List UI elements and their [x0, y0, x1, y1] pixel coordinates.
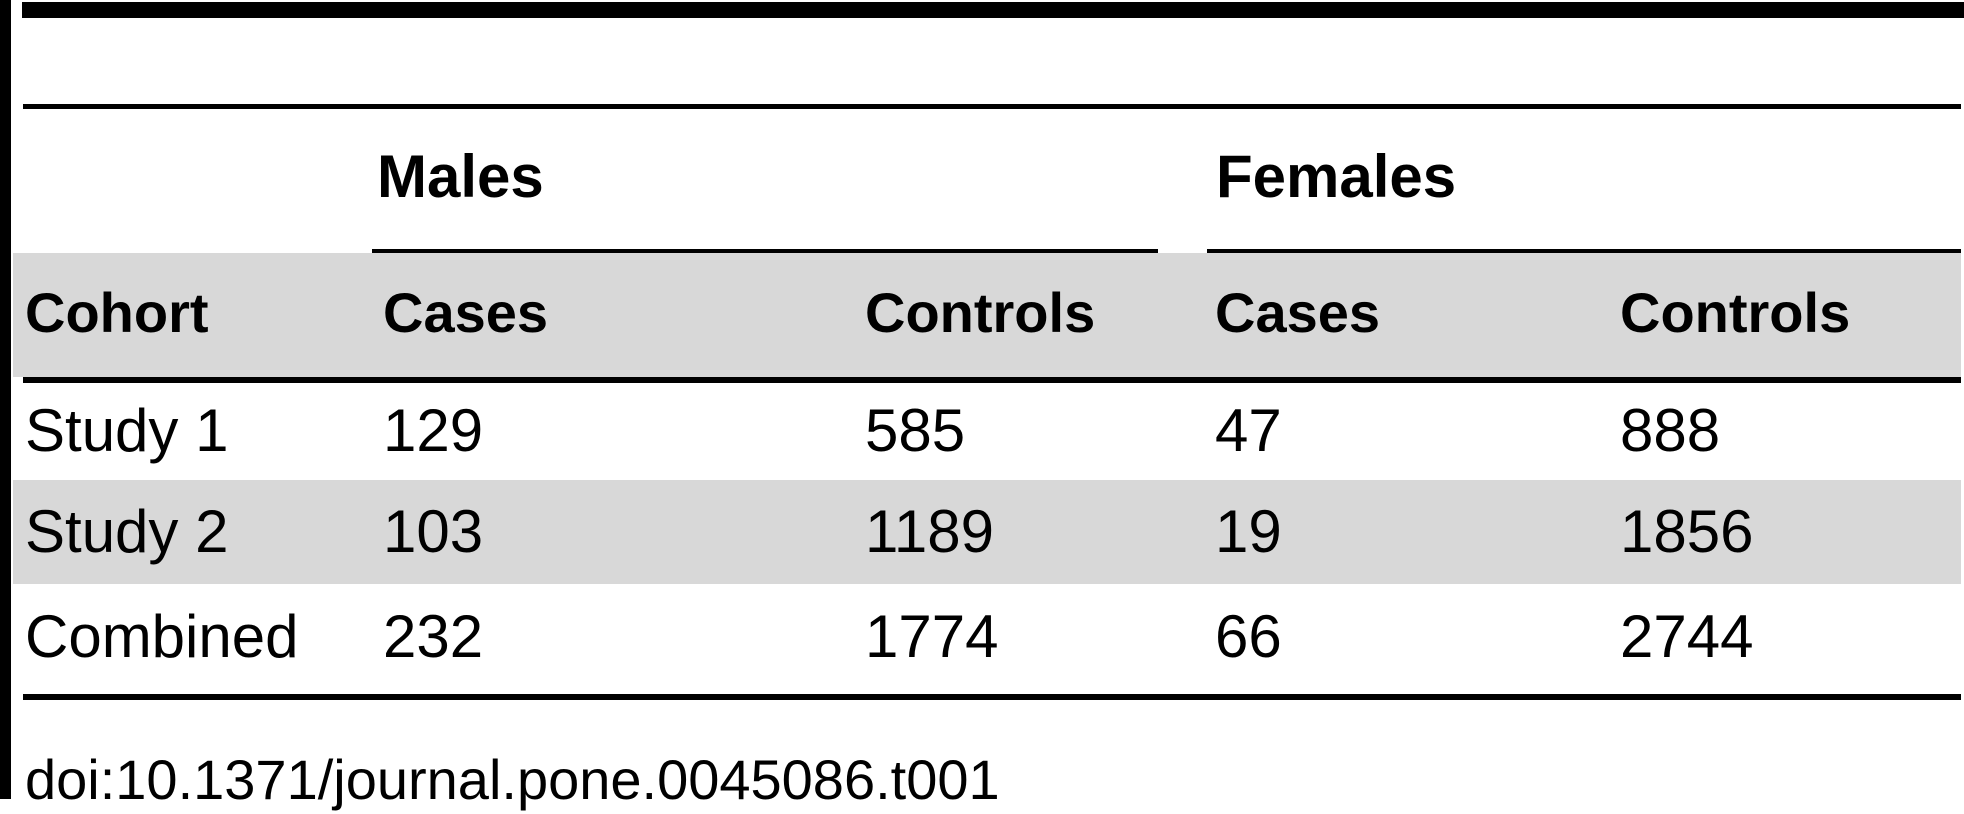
cell-cohort: Combined: [25, 603, 299, 670]
cell-cohort: Study 1: [25, 397, 229, 464]
cell-females-cases: 66: [1215, 603, 1282, 670]
table-row-study-2: Study 2 103 1189 19 1856: [13, 480, 1961, 584]
table-top-rule: [23, 104, 1961, 109]
females-spanner-rule: [1207, 249, 1961, 253]
column-header-cohort: Cohort: [25, 281, 209, 344]
cell-males-cases: 232: [383, 603, 484, 670]
page-edge-left-bar: [0, 0, 11, 799]
doi-caption: doi:10.1371/journal.pone.0045086.t001: [25, 748, 1000, 811]
cell-females-controls: 2744: [1620, 603, 1754, 670]
group-header-females: Females: [1216, 143, 1457, 210]
cell-females-controls: 1856: [1620, 498, 1754, 565]
page-edge-top-bar: [22, 2, 1964, 18]
column-header-females-cases: Cases: [1215, 281, 1381, 344]
cell-males-cases: 103: [383, 498, 484, 565]
cell-males-controls: 585: [865, 397, 966, 464]
cell-females-cases: 47: [1215, 397, 1282, 464]
group-header-males: Males: [377, 143, 544, 210]
column-header-males-cases: Cases: [383, 281, 549, 344]
table-header-row: Cohort Cases Controls Cases Controls: [13, 253, 1961, 377]
table-row-study-1: Study 1 129 585 47 888: [13, 383, 1961, 480]
table-row-combined: Combined 232 1774 66 2744: [13, 584, 1961, 690]
cell-females-controls: 888: [1620, 397, 1721, 464]
cell-males-controls: 1189: [865, 498, 995, 565]
column-header-males-controls: Controls: [865, 281, 1096, 344]
cell-females-cases: 19: [1215, 498, 1282, 565]
cell-males-controls: 1774: [865, 603, 999, 670]
cell-males-cases: 129: [383, 397, 484, 464]
table-bottom-rule: [23, 694, 1961, 700]
males-spanner-rule: [372, 249, 1158, 253]
header-bottom-rule: [23, 377, 1961, 383]
cell-cohort: Study 2: [25, 498, 229, 565]
column-header-females-controls: Controls: [1620, 281, 1851, 344]
